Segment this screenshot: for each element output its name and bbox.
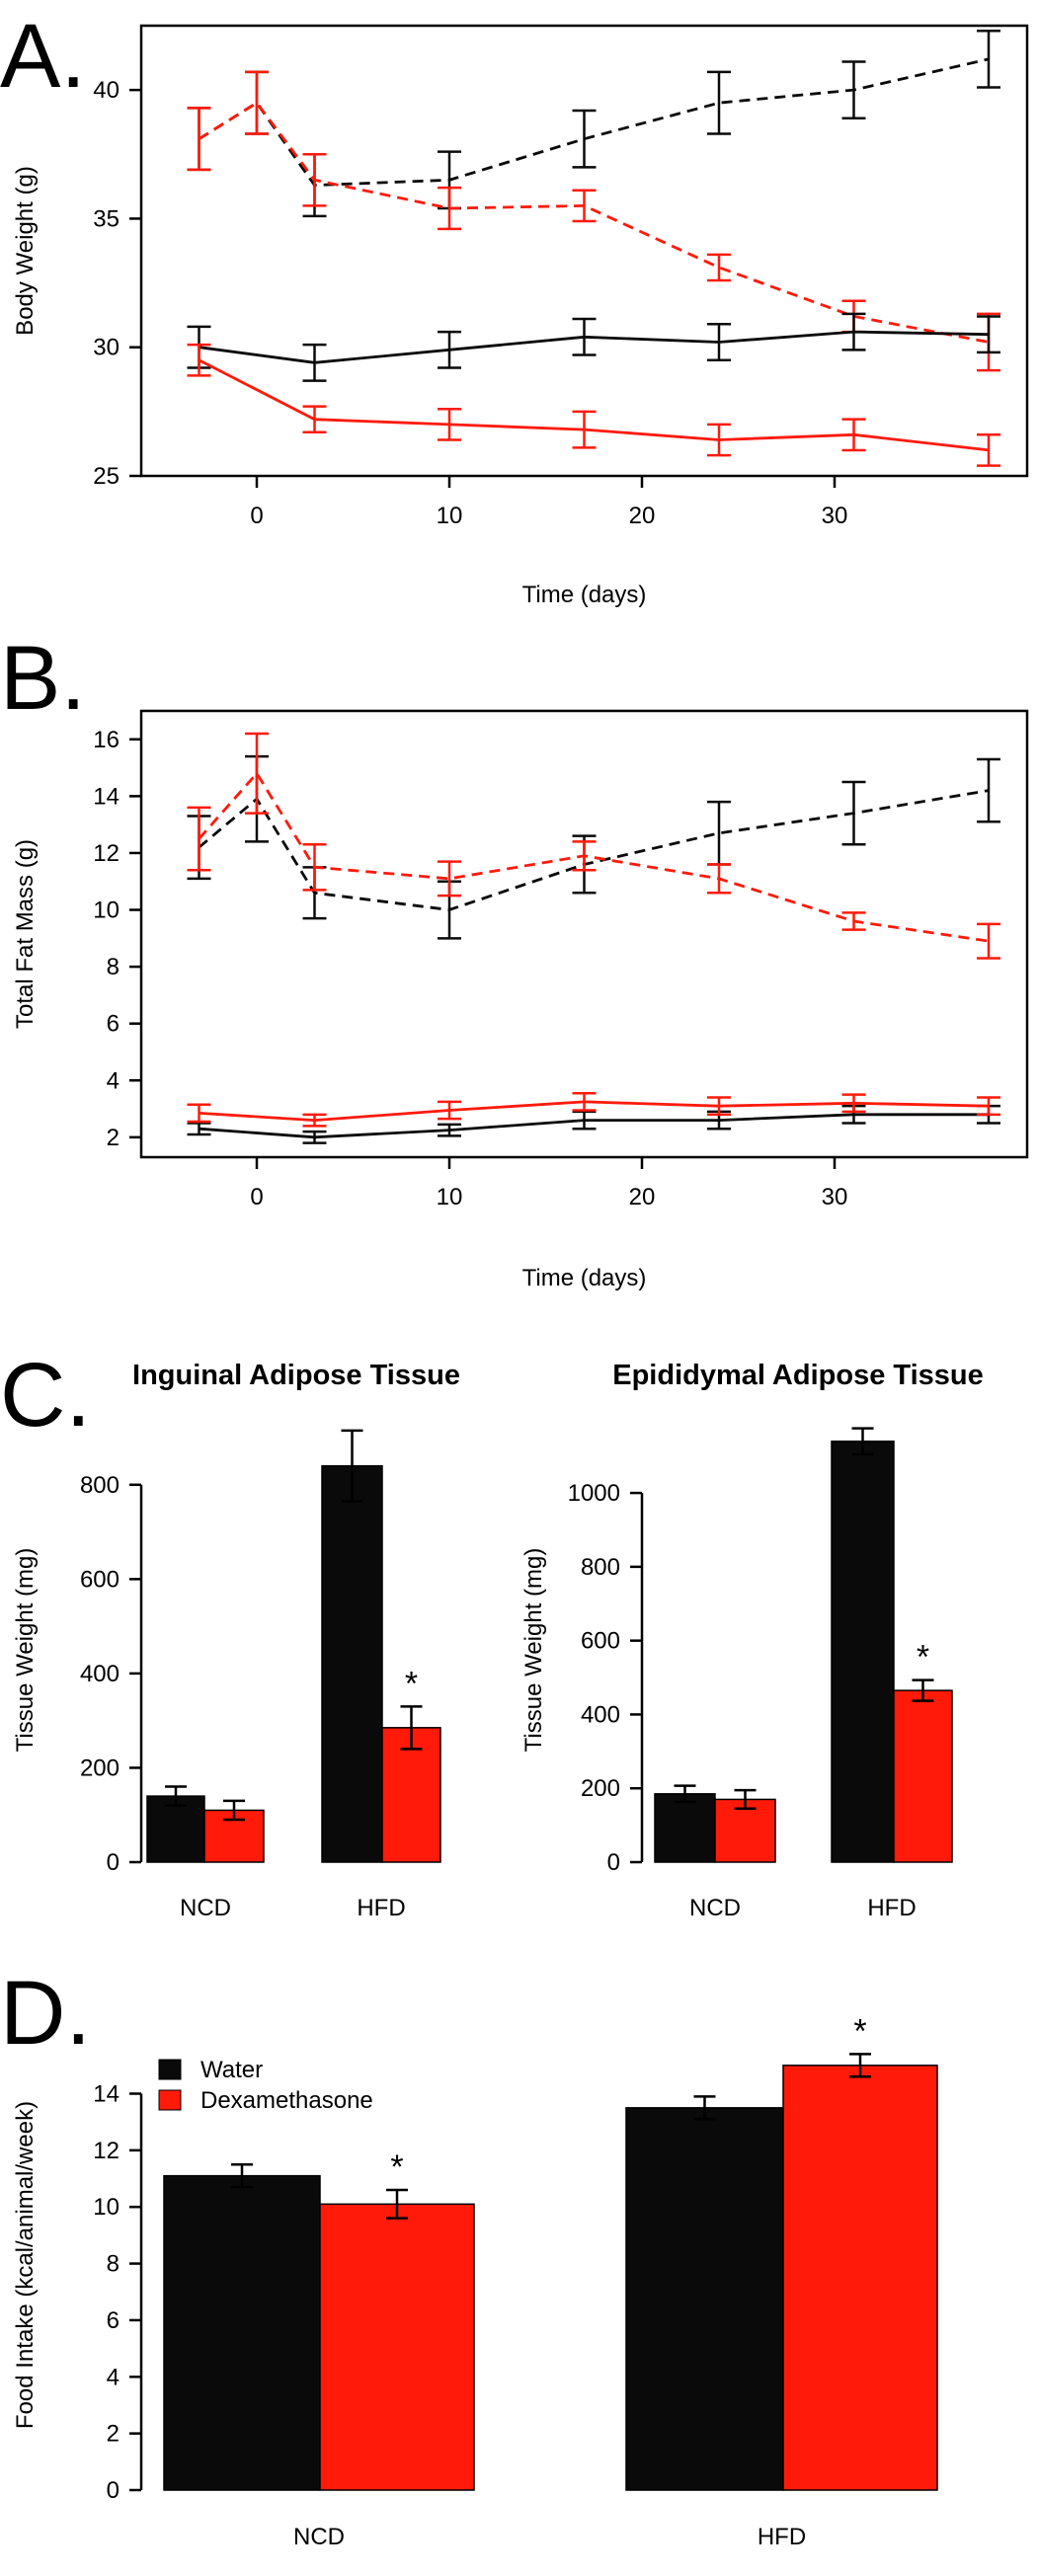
- bar-ncd-black: [163, 2174, 321, 2491]
- series-line-hfd-black: [198, 789, 990, 911]
- y-tick-label: 800: [80, 1472, 120, 1499]
- category-label: HFD: [867, 1895, 916, 1921]
- series-line-ncd-red: [198, 358, 990, 452]
- y-tick-label: 800: [581, 1554, 620, 1581]
- y-tick-label: 8: [107, 954, 120, 980]
- y-tick-label: 40: [93, 77, 120, 104]
- x-tick-label: 10: [437, 1184, 463, 1210]
- bar-hfd-red: [893, 1689, 953, 1863]
- y-tick-label: 10: [93, 898, 120, 924]
- category-label: NCD: [293, 2524, 345, 2550]
- x-tick-label: 30: [822, 1184, 848, 1210]
- x-axis-label: Time (days): [522, 1265, 647, 1291]
- y-tick-label: 1000: [568, 1480, 620, 1507]
- y-tick-label: 0: [607, 1849, 620, 1876]
- legend-label: Dexamethasone: [200, 2087, 373, 2114]
- bar-hfd-black: [625, 2107, 784, 2491]
- y-tick-label: 25: [93, 463, 120, 490]
- y-axis-label: Food Intake (kcal/animal/week): [12, 2101, 39, 2429]
- bar-hfd-red: [782, 2065, 938, 2491]
- significance-star: *: [853, 2012, 866, 2050]
- y-tick-label: 400: [581, 1701, 620, 1728]
- y-axis-label: Body Weight (g): [12, 166, 39, 336]
- series-line-hfd-red: [198, 770, 990, 943]
- x-tick-label: 10: [437, 503, 463, 529]
- chart-title: Epididymal Adipose Tissue: [612, 1360, 984, 1391]
- y-tick-label: 12: [93, 840, 120, 867]
- y-tick-label: 16: [93, 727, 120, 753]
- series-line-hfd-red: [198, 101, 990, 344]
- plot-frame: [139, 709, 1029, 1159]
- y-tick-label: 10: [93, 2194, 120, 2221]
- chart-title: Inguinal Adipose Tissue: [132, 1360, 460, 1391]
- series-line-ncd-black: [199, 330, 990, 364]
- legend-label: Water: [200, 2057, 263, 2083]
- category-label: NCD: [180, 1895, 231, 1921]
- y-tick-label: 14: [93, 2080, 120, 2107]
- x-tick-label: 20: [629, 1184, 656, 1210]
- y-tick-label: 30: [93, 335, 120, 361]
- y-tick-label: 200: [80, 1755, 120, 1781]
- legend-swatch: [158, 2059, 182, 2080]
- y-tick-label: 4: [107, 2364, 120, 2390]
- bar-ncd-black: [654, 1793, 716, 1863]
- x-tick-label: 0: [250, 503, 263, 529]
- y-tick-label: 600: [581, 1628, 620, 1655]
- legend-swatch: [158, 2089, 182, 2111]
- y-tick-label: 6: [107, 2307, 120, 2334]
- panel-letter: D.: [0, 1963, 91, 2064]
- y-tick-label: 8: [107, 2251, 120, 2278]
- y-tick-label: 4: [107, 1067, 120, 1094]
- category-label: HFD: [357, 1895, 405, 1921]
- panel-letter: A.: [0, 6, 86, 107]
- significance-star: *: [917, 1639, 929, 1677]
- y-tick-label: 2: [107, 1125, 120, 1151]
- bar-ncd-red: [319, 2203, 475, 2491]
- series-line-hfd-black: [198, 57, 990, 188]
- bar-hfd-black: [321, 1464, 383, 1863]
- y-tick-label: 400: [80, 1661, 120, 1687]
- x-tick-label: 20: [629, 503, 656, 529]
- panel-letter: C.: [0, 1345, 91, 1445]
- y-axis-label: Tissue Weight (mg): [520, 1548, 547, 1753]
- y-tick-label: 35: [93, 205, 120, 232]
- y-axis-label: Tissue Weight (mg): [12, 1548, 39, 1753]
- category-label: NCD: [689, 1895, 741, 1921]
- panel-letter: B.: [0, 628, 86, 729]
- bar-hfd-black: [831, 1440, 895, 1863]
- significance-star: *: [390, 2148, 403, 2186]
- y-tick-label: 2: [107, 2421, 120, 2448]
- y-tick-label: 0: [107, 2477, 120, 2504]
- plot-frame: [139, 24, 1029, 478]
- y-axis-label: Total Fat Mass (g): [12, 839, 39, 1029]
- y-tick-label: 200: [581, 1775, 620, 1802]
- x-tick-label: 30: [822, 503, 848, 529]
- y-tick-label: 14: [93, 783, 120, 810]
- x-tick-label: 0: [250, 1184, 263, 1210]
- y-tick-label: 600: [80, 1566, 120, 1593]
- y-tick-label: 12: [93, 2138, 120, 2164]
- y-tick-label: 0: [107, 1849, 120, 1876]
- y-tick-label: 6: [107, 1011, 120, 1038]
- significance-star: *: [405, 1665, 418, 1702]
- x-axis-label: Time (days): [522, 582, 647, 608]
- category-label: HFD: [758, 2524, 806, 2550]
